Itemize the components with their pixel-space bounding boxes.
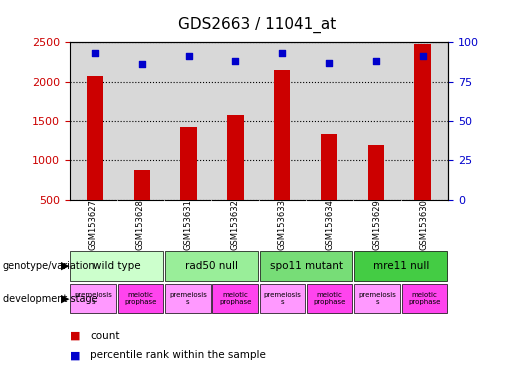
Bar: [321, 134, 337, 239]
Text: GSM153629: GSM153629: [372, 199, 382, 250]
Bar: [368, 146, 384, 239]
Bar: [260, 251, 352, 281]
Text: meiotic
prophase: meiotic prophase: [314, 292, 346, 305]
Text: premeiosis
s: premeiosis s: [169, 292, 207, 305]
Text: genotype/variation: genotype/variation: [3, 261, 95, 271]
Bar: [415, 44, 431, 239]
Point: [184, 53, 193, 60]
Bar: [165, 251, 258, 281]
Text: GSM153627: GSM153627: [89, 199, 98, 250]
Bar: [87, 76, 103, 239]
Text: meiotic
prophase: meiotic prophase: [408, 292, 440, 305]
Text: ■: ■: [70, 331, 80, 341]
Point: [278, 50, 286, 56]
Bar: [354, 251, 447, 281]
Text: spo11 mutant: spo11 mutant: [270, 261, 342, 271]
Text: rad50 null: rad50 null: [185, 261, 238, 271]
Point: [231, 58, 239, 64]
Text: premeiosis
s: premeiosis s: [358, 292, 396, 305]
Text: premeiosis
s: premeiosis s: [264, 292, 301, 305]
Bar: [354, 284, 400, 313]
Bar: [165, 284, 211, 313]
Text: ▶: ▶: [61, 293, 70, 304]
Text: mre11 null: mre11 null: [372, 261, 429, 271]
Text: GSM153633: GSM153633: [278, 199, 287, 250]
Text: GDS2663 / 11041_at: GDS2663 / 11041_at: [178, 17, 337, 33]
Point: [91, 50, 99, 56]
Bar: [274, 70, 290, 239]
Text: GSM153630: GSM153630: [420, 199, 429, 250]
Text: premeiosis
s: premeiosis s: [74, 292, 112, 305]
Text: development stage: development stage: [3, 293, 97, 304]
Point: [138, 61, 146, 67]
Text: GSM153634: GSM153634: [325, 199, 334, 250]
Text: GSM153628: GSM153628: [136, 199, 145, 250]
Bar: [227, 116, 244, 239]
Bar: [260, 284, 305, 313]
Point: [419, 53, 427, 60]
Bar: [133, 170, 150, 239]
Text: GSM153631: GSM153631: [183, 199, 192, 250]
Bar: [307, 284, 352, 313]
Text: count: count: [90, 331, 119, 341]
Text: GSM153632: GSM153632: [231, 199, 239, 250]
Text: ▶: ▶: [61, 261, 70, 271]
Bar: [402, 284, 447, 313]
Bar: [71, 284, 116, 313]
Bar: [212, 284, 258, 313]
Text: meiotic
prophase: meiotic prophase: [124, 292, 157, 305]
Text: wild type: wild type: [93, 261, 141, 271]
Point: [325, 60, 333, 66]
Bar: [71, 251, 163, 281]
Text: meiotic
prophase: meiotic prophase: [219, 292, 251, 305]
Bar: [118, 284, 163, 313]
Text: ■: ■: [70, 350, 80, 360]
Text: percentile rank within the sample: percentile rank within the sample: [90, 350, 266, 360]
Bar: [180, 127, 197, 239]
Point: [372, 58, 380, 64]
